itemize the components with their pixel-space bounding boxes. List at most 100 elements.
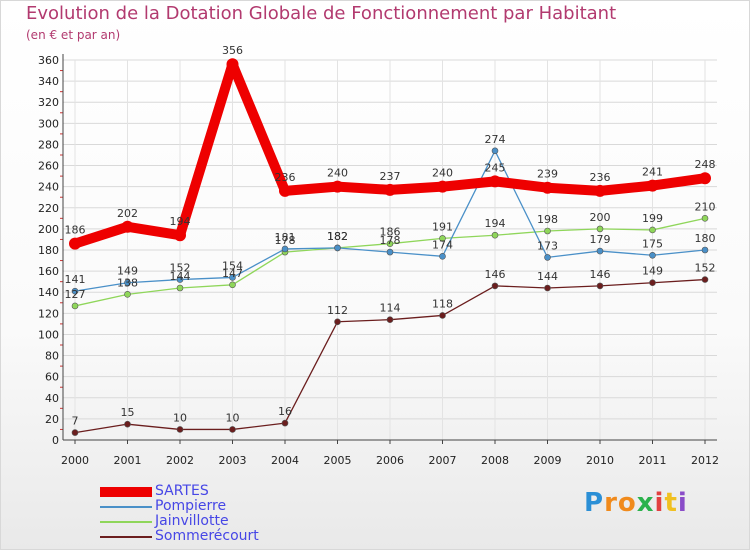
legend-item-jainvillotte[interactable]: Jainvillotte bbox=[100, 514, 320, 529]
data-label-jainvillotte: 200 bbox=[590, 211, 611, 224]
data-label-pompierre: 174 bbox=[432, 238, 453, 251]
data-label-pompierre: 178 bbox=[380, 234, 401, 247]
data-label-sartes: 236 bbox=[275, 171, 296, 184]
data-label-jainvillotte: 178 bbox=[275, 234, 296, 247]
data-label-sartes: 240 bbox=[432, 167, 453, 180]
data-label-sommerecourt: 16 bbox=[278, 405, 292, 418]
y-tick-label: 20 bbox=[45, 413, 59, 426]
x-tick-label: 2012 bbox=[691, 454, 719, 467]
data-point-sartes bbox=[331, 180, 344, 193]
y-tick-label: 0 bbox=[52, 434, 59, 447]
y-tick-label: 180 bbox=[38, 244, 59, 257]
x-tick-label: 2010 bbox=[586, 454, 614, 467]
y-tick-label: 160 bbox=[38, 265, 59, 278]
data-point-pompierre bbox=[596, 247, 604, 255]
series-layer bbox=[69, 58, 711, 436]
x-tick-label: 2007 bbox=[429, 454, 457, 467]
data-point-jainvillotte bbox=[596, 225, 604, 233]
data-point-pompierre bbox=[701, 246, 709, 254]
data-point-sommerecourt bbox=[386, 316, 394, 323]
data-point-jainvillotte bbox=[649, 226, 656, 234]
data-label-sartes: 237 bbox=[380, 170, 401, 183]
legend-swatch-jainvillotte bbox=[100, 521, 152, 523]
x-tick-label: 2002 bbox=[166, 454, 194, 467]
data-label-jainvillotte: 194 bbox=[485, 217, 506, 230]
legend-swatch-sommerecourt bbox=[100, 536, 152, 538]
data-label-jainvillotte: 199 bbox=[642, 212, 663, 225]
y-tick-label: 240 bbox=[38, 181, 59, 194]
data-label-jainvillotte: 138 bbox=[117, 276, 138, 289]
y-tick-label: 260 bbox=[38, 160, 59, 173]
data-label-pompierre: 149 bbox=[117, 265, 138, 278]
data-label-jainvillotte: 182 bbox=[327, 230, 348, 243]
data-label-pompierre: 180 bbox=[695, 232, 716, 245]
data-label-sartes: 248 bbox=[695, 158, 716, 171]
data-point-jainvillotte bbox=[124, 291, 131, 298]
x-tick-label: 2004 bbox=[271, 454, 299, 467]
data-label-sommerecourt: 149 bbox=[642, 265, 663, 278]
data-point-sartes bbox=[646, 179, 659, 192]
data-label-sommerecourt: 146 bbox=[590, 268, 611, 281]
data-label-pompierre: 274 bbox=[485, 133, 506, 146]
data-label-jainvillotte: 147 bbox=[222, 267, 243, 280]
data-point-pompierre bbox=[491, 147, 499, 155]
legend-swatch-pompierre bbox=[100, 506, 152, 508]
data-label-pompierre: 182 bbox=[327, 230, 348, 243]
legend-item-sommerecourt[interactable]: Sommerécourt bbox=[100, 529, 320, 544]
logo-letter: i bbox=[677, 488, 688, 518]
data-point-jainvillotte bbox=[491, 231, 499, 239]
data-label-sommerecourt: 112 bbox=[327, 304, 348, 317]
logo-letter: P bbox=[584, 488, 605, 518]
data-label-sartes: 202 bbox=[117, 207, 138, 220]
data-point-jainvillotte bbox=[544, 227, 551, 235]
data-point-sommerecourt bbox=[701, 276, 709, 283]
y-tick-label: 100 bbox=[38, 328, 59, 341]
logo-letter: i bbox=[654, 488, 665, 518]
legend-item-pompierre[interactable]: Pompierre bbox=[100, 499, 320, 514]
chart-subtitle: (en € et par an) bbox=[26, 28, 121, 42]
logo-letter: o bbox=[617, 488, 637, 518]
data-label-sommerecourt: 7 bbox=[72, 415, 79, 428]
data-point-sommerecourt bbox=[176, 426, 184, 433]
data-point-jainvillotte bbox=[229, 281, 236, 289]
data-label-sommerecourt: 114 bbox=[380, 302, 401, 315]
data-point-pompierre bbox=[334, 244, 341, 252]
data-label-pompierre: 141 bbox=[65, 273, 86, 286]
legend-label-pompierre: Pompierre bbox=[155, 498, 227, 514]
data-label-sartes: 245 bbox=[485, 161, 506, 174]
logo-letter: t bbox=[664, 488, 678, 518]
data-label-jainvillotte: 144 bbox=[170, 270, 191, 283]
y-tick-label: 140 bbox=[38, 286, 59, 299]
x-tick-label: 2001 bbox=[114, 454, 142, 467]
y-tick-label: 340 bbox=[38, 75, 59, 88]
data-point-sommerecourt bbox=[544, 284, 551, 292]
data-labels: 186 202 194 356 236 240 237 240 245 239 236 241 248 1… bbox=[65, 44, 716, 427]
data-label-jainvillotte: 127 bbox=[65, 288, 86, 301]
y-tick-label: 300 bbox=[38, 117, 59, 130]
legend: SARTES Pompierre Jainvillotte Sommerécou… bbox=[100, 484, 320, 544]
y-tick-label: 220 bbox=[38, 202, 59, 215]
data-label-sommerecourt: 10 bbox=[226, 411, 240, 424]
data-label-sommerecourt: 152 bbox=[695, 262, 716, 275]
data-point-pompierre bbox=[649, 251, 656, 259]
legend-item-sartes[interactable]: SARTES bbox=[100, 484, 320, 499]
y-tick-label: 120 bbox=[38, 307, 59, 320]
data-point-sartes bbox=[69, 237, 81, 250]
data-point-sommerecourt bbox=[491, 282, 499, 290]
data-point-pompierre bbox=[386, 248, 394, 256]
data-point-jainvillotte bbox=[439, 235, 446, 242]
data-point-sartes bbox=[121, 220, 134, 233]
data-label-jainvillotte: 186 bbox=[380, 226, 401, 239]
data-label-sartes: 239 bbox=[537, 168, 558, 181]
logo-letter: r bbox=[604, 488, 618, 518]
chart-title: Evolution de la Dotation Globale de Fonc… bbox=[26, 3, 617, 24]
y-tick-label: 60 bbox=[45, 371, 59, 384]
data-point-sommerecourt bbox=[439, 312, 446, 319]
data-label-sartes: 240 bbox=[327, 167, 348, 180]
legend-label-jainvillotte: Jainvillotte bbox=[155, 513, 229, 529]
data-point-pompierre bbox=[124, 279, 131, 287]
y-tick-label: 200 bbox=[38, 223, 59, 236]
data-point-pompierre bbox=[281, 245, 289, 253]
